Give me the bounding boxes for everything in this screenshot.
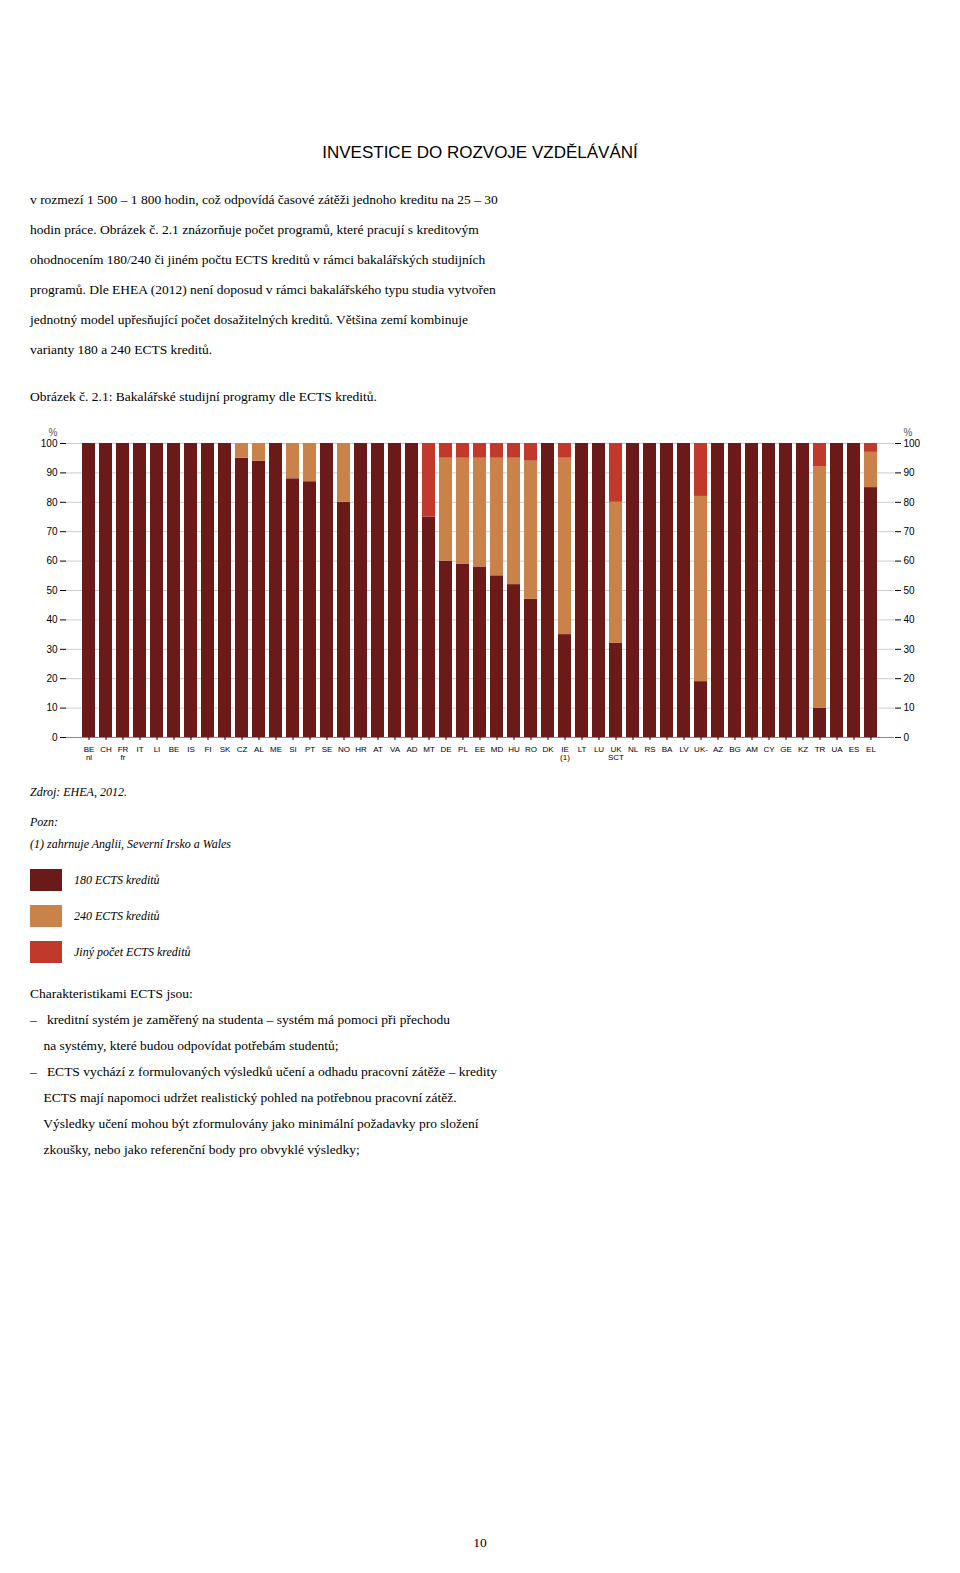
svg-text:AM: AM [746, 745, 758, 754]
svg-text:HU: HU [508, 745, 520, 754]
html-text:programů. Dle EHEA (2012) není: programů. Dle EHEA (2012) není doposud v… [30, 282, 496, 297]
html-text:ECTS mají napomoci udržet real: ECTS mají napomoci udržet realistický po… [30, 1090, 457, 1105]
svg-text:10: 10 [46, 702, 58, 713]
svg-text:60: 60 [46, 555, 58, 566]
svg-text:20: 20 [46, 673, 58, 684]
svg-text:AL: AL [254, 745, 264, 754]
svg-text:90: 90 [904, 467, 916, 478]
svg-text:UKSCT: UKSCT [608, 745, 624, 762]
svg-text:50: 50 [904, 585, 916, 596]
svg-text:GE: GE [780, 745, 792, 754]
html-text:v rozmezí 1 500 – 1 800 hodin,: v rozmezí 1 500 – 1 800 hodin, což odpov… [30, 192, 498, 207]
svg-text:90: 90 [46, 467, 58, 478]
svg-text:50: 50 [46, 585, 58, 596]
svg-text:VA: VA [390, 745, 401, 754]
html-text:– kreditní systém je zaměřený: – kreditní systém je zaměřený na student… [30, 1012, 450, 1027]
svg-text:MD: MD [491, 745, 504, 754]
svg-text:LT: LT [578, 745, 587, 754]
svg-text:80: 80 [46, 497, 58, 508]
svg-text:UK-: UK- [694, 745, 708, 754]
svg-text:BG: BG [729, 745, 741, 754]
svg-text:%: % [904, 427, 913, 438]
html-text:na systémy, které budou odpoví: na systémy, které budou odpovídat potřeb… [30, 1038, 339, 1053]
svg-text:HR: HR [355, 745, 367, 754]
svg-text:30: 30 [46, 644, 58, 655]
html-text:(1) zahrnuje Anglii, Severní I: (1) zahrnuje Anglii, Severní Irsko a Wal… [30, 837, 231, 851]
svg-text:SI: SI [289, 745, 297, 754]
svg-text:NO: NO [338, 745, 350, 754]
svg-text:BA: BA [662, 745, 673, 754]
html-text:Jiný počet ECTS kreditů: Jiný počet ECTS kreditů [74, 944, 191, 959]
html-text:Charakteristikami ECTS jsou:: Charakteristikami ECTS jsou: [30, 986, 193, 1001]
svg-text:CY: CY [763, 745, 775, 754]
html-text:Obrázek č. 2.1: Bakalářské stu: Obrázek č. 2.1: Bakalářské studijní prog… [30, 389, 377, 404]
svg-text:70: 70 [46, 526, 58, 537]
svg-text:70: 70 [904, 526, 916, 537]
svg-text:IS: IS [187, 745, 195, 754]
html-text:10: 10 [473, 1535, 487, 1550]
html-text:– ECTS vychází z formulovaných: – ECTS vychází z formulovaných výsledků … [30, 1064, 498, 1079]
svg-text:%: % [49, 427, 58, 438]
svg-text:FRfr: FRfr [118, 745, 129, 762]
svg-text:MT: MT [423, 745, 435, 754]
svg-text:CZ: CZ [237, 745, 248, 754]
svg-text:60: 60 [904, 555, 916, 566]
svg-text:DK: DK [542, 745, 554, 754]
html-text:Výsledky učení mohou být zform: Výsledky učení mohou být zformulovány ja… [30, 1116, 479, 1131]
svg-text:SE: SE [322, 745, 333, 754]
html-text:jednotný model upřesňující poč: jednotný model upřesňující počet dosažit… [30, 312, 468, 327]
svg-text:PL: PL [458, 745, 468, 754]
svg-text:EL: EL [866, 745, 876, 754]
svg-text:10: 10 [904, 702, 916, 713]
svg-text:LI: LI [154, 745, 161, 754]
html-text:240 ECTS kreditů: 240 ECTS kreditů [74, 908, 160, 923]
svg-text:80: 80 [904, 497, 916, 508]
svg-text:IE(1): IE(1) [560, 745, 570, 762]
svg-text:NL: NL [628, 745, 639, 754]
svg-text:LV: LV [679, 745, 689, 754]
svg-text:40: 40 [904, 614, 916, 625]
svg-text:ES: ES [849, 745, 860, 754]
svg-text:CH: CH [100, 745, 112, 754]
svg-text:LU: LU [594, 745, 604, 754]
svg-text:UA: UA [831, 745, 843, 754]
svg-text:100: 100 [904, 438, 921, 449]
svg-text:AD: AD [406, 745, 417, 754]
svg-text:IT: IT [136, 745, 143, 754]
svg-text:DE: DE [440, 745, 451, 754]
svg-text:TR: TR [815, 745, 826, 754]
svg-text:20: 20 [904, 673, 916, 684]
svg-text:RS: RS [644, 745, 655, 754]
html-text:Pozn:: Pozn: [30, 815, 58, 829]
html-text:180 ECTS kreditů: 180 ECTS kreditů [74, 872, 160, 887]
svg-text:0: 0 [904, 732, 910, 743]
svg-text:AZ: AZ [713, 745, 723, 754]
html-text:varianty 180 a 240 ECTS kredit: varianty 180 a 240 ECTS kreditů. [30, 342, 213, 357]
html-text:INVESTICE DO ROZVOJE VZDĚLÁVÁN: INVESTICE DO ROZVOJE VZDĚLÁVÁNÍ [322, 143, 638, 162]
svg-text:RO: RO [525, 745, 537, 754]
svg-text:BEnl: BEnl [84, 745, 95, 762]
svg-text:0: 0 [52, 732, 58, 743]
svg-text:PT: PT [305, 745, 315, 754]
svg-text:30: 30 [904, 644, 916, 655]
html-text:hodin práce. Obrázek č. 2.1 zn: hodin práce. Obrázek č. 2.1 znázorňuje p… [30, 222, 479, 237]
html-text:Zdroj: EHEA, 2012.: Zdroj: EHEA, 2012. [30, 785, 127, 799]
svg-text:BE: BE [169, 745, 180, 754]
svg-text:ME: ME [270, 745, 282, 754]
svg-text:EE: EE [475, 745, 486, 754]
svg-text:SK: SK [220, 745, 231, 754]
svg-text:100: 100 [41, 438, 58, 449]
html-text:zkoušky, nebo jako referenční: zkoušky, nebo jako referenční body pro o… [30, 1142, 360, 1157]
html-text:ohodnocením 180/240 či jiném p: ohodnocením 180/240 či jiném počtu ECTS … [30, 252, 486, 267]
svg-text:FI: FI [204, 745, 211, 754]
svg-text:KZ: KZ [798, 745, 808, 754]
svg-text:40: 40 [46, 614, 58, 625]
svg-text:AT: AT [373, 745, 383, 754]
